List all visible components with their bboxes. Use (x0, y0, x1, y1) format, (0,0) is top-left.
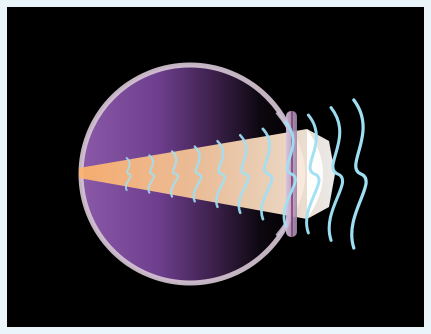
wave-front-6 (237, 133, 250, 215)
wave-front-10 (327, 106, 345, 242)
wave-front-7 (260, 127, 274, 221)
light-beam (79, 129, 335, 219)
wave-front-4 (192, 145, 203, 203)
wave-front-3 (169, 150, 179, 198)
wave-front-5 (215, 139, 227, 209)
wave-front-2 (147, 154, 156, 194)
wave-front-9 (305, 113, 321, 235)
wave-fronts (124, 98, 368, 250)
eye-diagram (78, 62, 368, 286)
wave-front-1 (124, 157, 132, 191)
wave-front-11 (350, 98, 368, 250)
wave-front-8 (282, 120, 297, 228)
